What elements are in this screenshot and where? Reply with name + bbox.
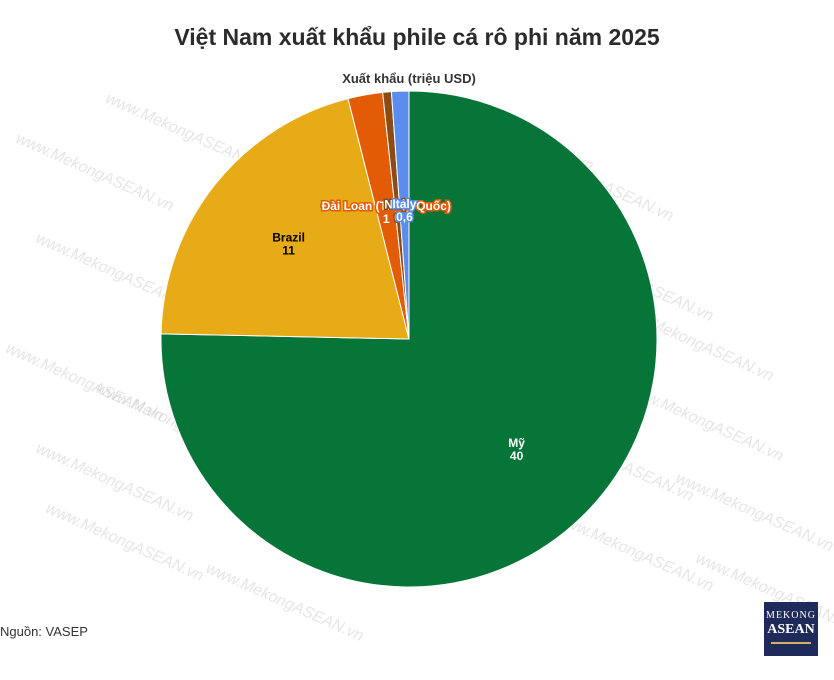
- mekongasean-logo: MEKONG ASEAN: [764, 602, 818, 656]
- slice-value: 40: [510, 449, 524, 463]
- logo-line-2: ASEAN: [767, 622, 815, 637]
- slice-value: 0,6: [396, 210, 413, 224]
- slice-label: Đài Loan (Trung Quốc): [322, 199, 451, 213]
- source-note: Nguồn: VASEP: [0, 624, 88, 639]
- slice-label: Mỹ: [508, 436, 525, 450]
- slice-label: Nhật: [384, 198, 411, 212]
- pie-slice: [160, 98, 410, 340]
- slice-label: Italy: [392, 197, 416, 211]
- logo-rule: [771, 642, 811, 644]
- slice-value: 0: [394, 211, 401, 225]
- slice-label: Brazil: [272, 230, 305, 244]
- slice-value: 11: [282, 243, 295, 257]
- pie-slice: [390, 90, 410, 340]
- slice-value: 1: [383, 212, 390, 226]
- chart-title: Việt Nam xuất khẩu phile cá rô phi năm 2…: [174, 24, 660, 50]
- chart-subtitle: Xuất khẩu (triệu USD): [342, 71, 476, 86]
- logo-line-1: MEKONG: [766, 610, 816, 621]
